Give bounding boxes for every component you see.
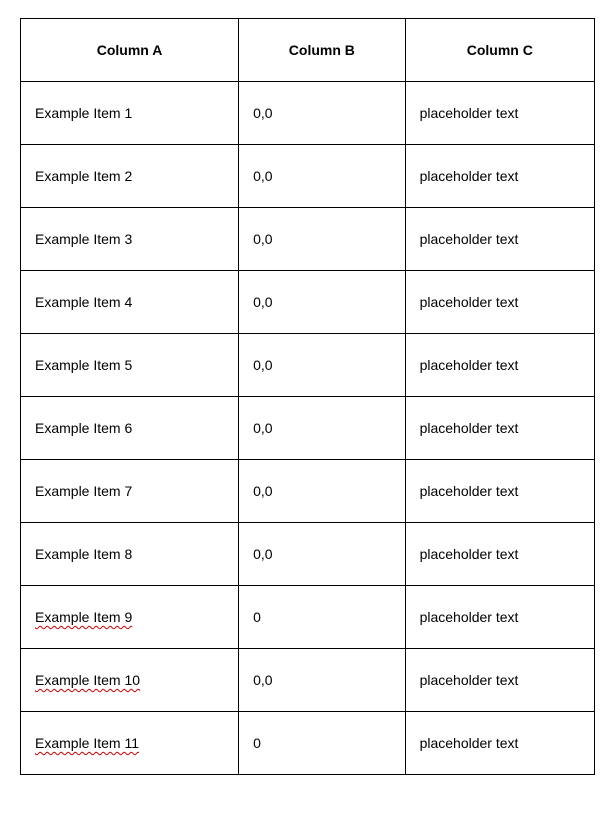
table-row: Example Item 6 0,0 placeholder text	[19, 396, 596, 460]
cell-score: 0,0	[238, 144, 406, 208]
cell-name: Example Item 7	[19, 459, 240, 523]
cell-cost: placeholder text	[404, 459, 596, 523]
cell-name: Example Item 8	[19, 522, 240, 586]
table-row: Example Item 9 0 placeholder text	[19, 585, 596, 649]
cell-name: Example Item 2	[19, 144, 240, 208]
col-header-3: Column C	[404, 18, 596, 82]
cell-score: 0	[238, 585, 406, 649]
cell-name: Example Item 1	[19, 81, 240, 145]
cell-cost: placeholder text	[404, 81, 596, 145]
header-row: Column A Column B Column C	[19, 18, 596, 82]
cell-score: 0,0	[238, 459, 406, 523]
cell-name: Example Item 3	[19, 207, 240, 271]
col-header-1: Column A	[19, 18, 240, 82]
cell-score: 0,0	[238, 333, 406, 397]
cell-score: 0,0	[238, 648, 406, 712]
cell-name: Example Item 6	[19, 396, 240, 460]
table-row: Example Item 3 0,0 placeholder text	[19, 207, 596, 271]
cell-name: Example Item 10	[19, 648, 240, 712]
cell-cost: placeholder text	[404, 144, 596, 208]
table-row: Example Item 2 0,0 placeholder text	[19, 144, 596, 208]
cell-name: Example Item 4	[19, 270, 240, 334]
table-body: Example Item 1 0,0 placeholder text Example…	[19, 81, 596, 775]
cell-cost: placeholder text	[404, 270, 596, 334]
cell-score: 0,0	[238, 522, 406, 586]
table-row: Example Item 11 0 placeholder text	[19, 711, 596, 775]
table-row: Example Item 1 0,0 placeholder text	[19, 81, 596, 145]
cell-cost: placeholder text	[404, 396, 596, 460]
cell-cost: placeholder text	[404, 207, 596, 271]
cell-cost: placeholder text	[404, 333, 596, 397]
cell-score: 0,0	[238, 207, 406, 271]
comparison-table: Column A Column B Column C Example Item …	[19, 18, 596, 775]
cell-cost: placeholder text	[404, 711, 596, 775]
cell-name: Example Item 9	[19, 585, 240, 649]
cell-score: 0	[238, 711, 406, 775]
table-row: Example Item 4 0,0 placeholder text	[19, 270, 596, 334]
cell-cost: placeholder text	[404, 585, 596, 649]
table-row: Example Item 7 0,0 placeholder text	[19, 459, 596, 523]
cell-score: 0,0	[238, 396, 406, 460]
cell-score: 0,0	[238, 81, 406, 145]
table-row: Example Item 5 0,0 placeholder text	[19, 333, 596, 397]
table-row: Example Item 10 0,0 placeholder text	[19, 648, 596, 712]
cell-name: Example Item 5	[19, 333, 240, 397]
cell-cost: placeholder text	[404, 648, 596, 712]
cell-score: 0,0	[238, 270, 406, 334]
cell-cost: placeholder text	[404, 522, 596, 586]
col-header-2: Column B	[238, 18, 406, 82]
cell-name: Example Item 11	[19, 711, 240, 775]
table-row: Example Item 8 0,0 placeholder text	[19, 522, 596, 586]
